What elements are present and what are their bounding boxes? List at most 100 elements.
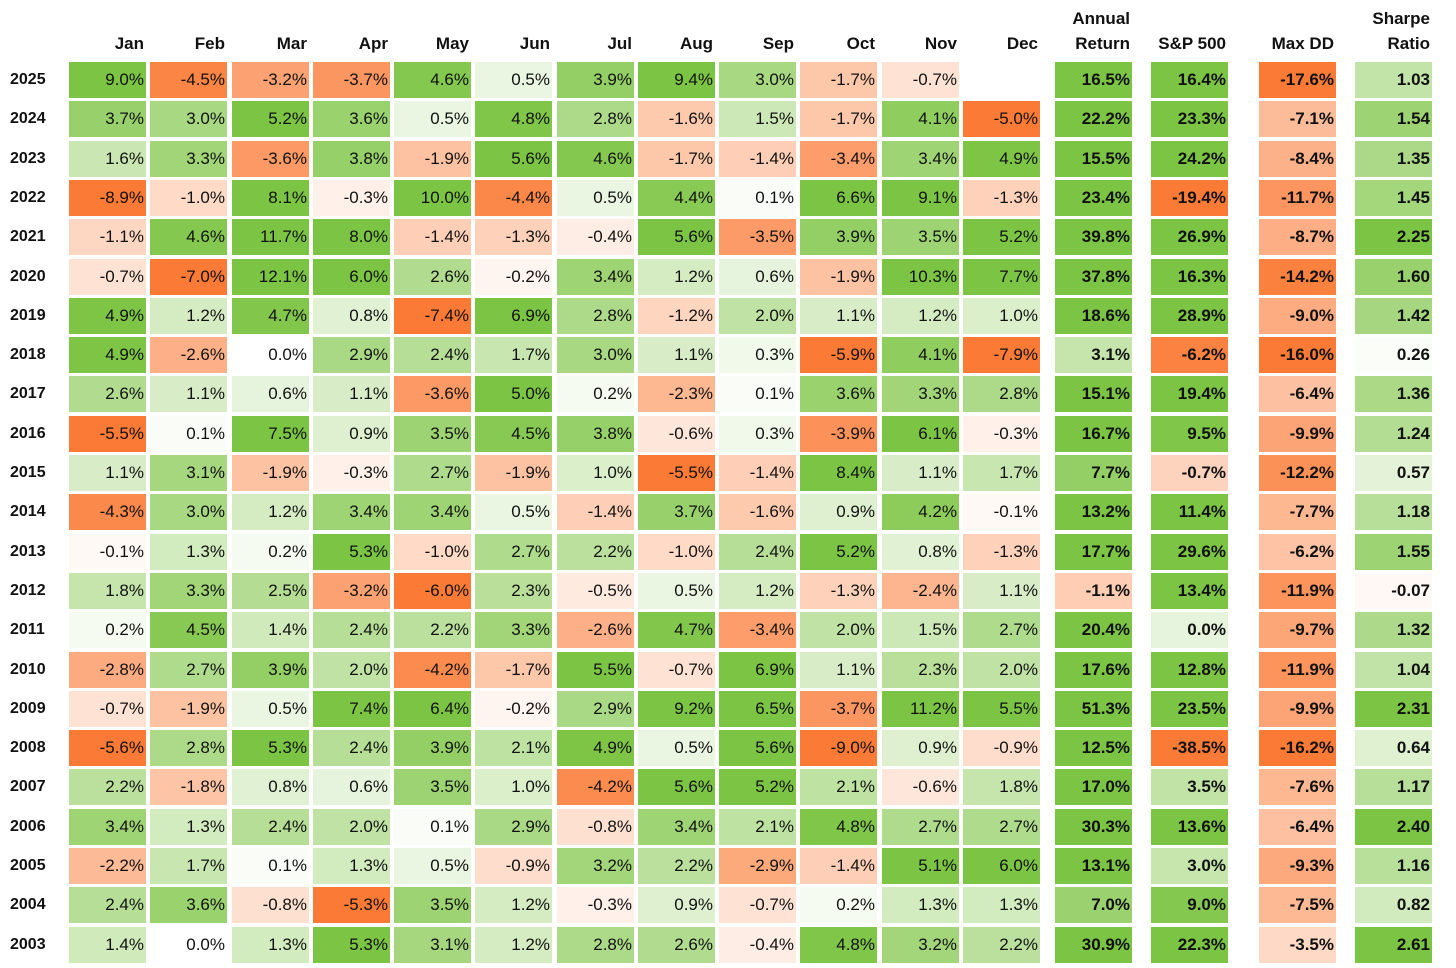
cell-2025-sep: 3.0%: [719, 62, 796, 98]
header-jul-line2: Jul: [607, 34, 632, 53]
cell-2020-sandp-500: 16.3%: [1151, 258, 1228, 295]
cell-2015-apr: -0.3%: [313, 455, 390, 491]
cell-2010-apr: 2.0%: [313, 651, 390, 688]
cell-2016-jan: -5.5%: [69, 415, 146, 452]
cell-2010-sharpe-ratio: 1.04: [1355, 651, 1432, 688]
cell-2003-nov: 3.2%: [882, 926, 959, 963]
cell-2024-annual-return: 22.2%: [1055, 101, 1132, 138]
header-dec: Dec: [963, 6, 1038, 56]
cell-2013-sharpe-ratio: 1.55: [1355, 533, 1432, 570]
cell-2017-jul: 0.2%: [557, 376, 634, 413]
cell-2012-nov: -2.4%: [882, 572, 959, 609]
cell-2007-feb: -1.8%: [150, 769, 227, 806]
cell-2011-apr: 2.4%: [313, 612, 390, 649]
cell-2019-sep: 2.0%: [719, 297, 796, 334]
cell-2005-may: 0.5%: [394, 848, 471, 884]
cell-2011-may: 2.2%: [394, 612, 471, 649]
header-jul-line1: [557, 6, 632, 31]
cell-2016-sharpe-ratio: 1.24: [1355, 415, 1432, 452]
year-label-2019: 2019: [10, 306, 46, 324]
cell-2010-may: -4.2%: [394, 651, 471, 688]
cell-2022-jan: -8.9%: [69, 179, 146, 216]
cell-2004-feb: 3.6%: [150, 887, 227, 924]
cell-2005-jun: -0.9%: [475, 848, 552, 884]
cell-2014-may: 3.4%: [394, 494, 471, 531]
cell-2007-dec: 1.8%: [963, 769, 1040, 806]
cell-2018-apr: 2.9%: [313, 337, 390, 374]
header-may: May: [394, 6, 469, 56]
cell-2015-max-dd: -12.2%: [1259, 455, 1336, 491]
cell-2007-jun: 1.0%: [475, 769, 552, 806]
cell-2014-dec: -0.1%: [963, 494, 1040, 531]
cell-2007-jul: -4.2%: [557, 769, 634, 806]
cell-2017-dec: 2.8%: [963, 376, 1040, 413]
cell-2018-may: 2.4%: [394, 337, 471, 374]
cell-2008-dec: -0.9%: [963, 730, 1040, 767]
cell-2018-sandp-500: -6.2%: [1151, 337, 1228, 374]
header-annual-return-line1: Annual: [1072, 9, 1130, 28]
cell-2016-sep: 0.3%: [719, 415, 796, 452]
cell-2025-jun: 0.5%: [475, 62, 552, 98]
cell-2017-feb: 1.1%: [150, 376, 227, 413]
cell-2025-max-dd: -17.6%: [1259, 62, 1336, 98]
cell-2013-nov: 0.8%: [882, 533, 959, 570]
cell-2024-may: 0.5%: [394, 101, 471, 138]
cell-2012-max-dd: -11.9%: [1259, 572, 1336, 609]
cell-2012-may: -6.0%: [394, 572, 471, 609]
cell-2006-annual-return: 30.3%: [1055, 808, 1132, 845]
cell-2014-apr: 3.4%: [313, 494, 390, 531]
cell-2018-sep: 0.3%: [719, 337, 796, 374]
cell-2011-dec: 2.7%: [963, 612, 1040, 649]
cell-2009-sharpe-ratio: 2.31: [1355, 690, 1432, 727]
cell-2017-mar: 0.6%: [232, 376, 309, 413]
cell-2004-dec: 1.3%: [963, 887, 1040, 924]
cell-2021-apr: 8.0%: [313, 219, 390, 256]
cell-2020-feb: -7.0%: [150, 258, 227, 295]
cell-2025-jan: 9.0%: [69, 62, 146, 98]
header-feb-line1: [150, 6, 225, 31]
cell-2022-max-dd: -11.7%: [1259, 179, 1336, 216]
cell-2021-max-dd: -8.7%: [1259, 219, 1336, 256]
cell-2014-jun: 0.5%: [475, 494, 552, 531]
cell-2004-aug: 0.9%: [638, 887, 715, 924]
cell-2010-nov: 2.3%: [882, 651, 959, 688]
cell-2005-mar: 0.1%: [232, 848, 309, 884]
cell-2008-feb: 2.8%: [150, 730, 227, 767]
cell-2024-jun: 4.8%: [475, 101, 552, 138]
cell-2005-nov: 5.1%: [882, 848, 959, 884]
cell-2008-annual-return: 12.5%: [1055, 730, 1132, 767]
cell-2012-dec: 1.1%: [963, 572, 1040, 609]
cell-2014-aug: 3.7%: [638, 494, 715, 531]
cell-2013-may: -1.0%: [394, 533, 471, 570]
cell-2022-annual-return: 23.4%: [1055, 179, 1132, 216]
cell-2025-may: 4.6%: [394, 62, 471, 98]
cell-2009-nov: 11.2%: [882, 690, 959, 727]
cell-2019-oct: 1.1%: [800, 297, 877, 334]
cell-2004-sandp-500: 9.0%: [1151, 887, 1228, 924]
cell-2025-nov: -0.7%: [882, 62, 959, 98]
cell-2008-oct: -9.0%: [800, 730, 877, 767]
year-label-2004: 2004: [10, 896, 46, 914]
header-sandp-500-line2: S&P 500: [1158, 34, 1226, 53]
cell-2003-feb: 0.0%: [150, 926, 227, 963]
year-label-2015: 2015: [10, 464, 46, 481]
cell-2017-max-dd: -6.4%: [1259, 376, 1336, 413]
cell-2003-jun: 1.2%: [475, 926, 552, 963]
cell-2011-nov: 1.5%: [882, 612, 959, 649]
cell-2017-apr: 1.1%: [313, 376, 390, 413]
cell-2007-apr: 0.6%: [313, 769, 390, 806]
cell-2006-aug: 3.4%: [638, 808, 715, 845]
cell-2007-mar: 0.8%: [232, 769, 309, 806]
cell-2013-feb: 1.3%: [150, 533, 227, 570]
cell-2003-jul: 2.8%: [557, 926, 634, 963]
cell-2015-feb: 3.1%: [150, 455, 227, 491]
header-jun-line2: Jun: [519, 34, 550, 53]
cell-2022-dec: -1.3%: [963, 179, 1040, 216]
year-label-2003: 2003: [10, 935, 46, 953]
cell-2024-sep: 1.5%: [719, 101, 796, 138]
cell-2011-sandp-500: 0.0%: [1151, 612, 1228, 649]
cell-2016-apr: 0.9%: [313, 415, 390, 452]
header-sandp-500: S&P 500: [1151, 6, 1226, 56]
cell-2019-nov: 1.2%: [882, 297, 959, 334]
